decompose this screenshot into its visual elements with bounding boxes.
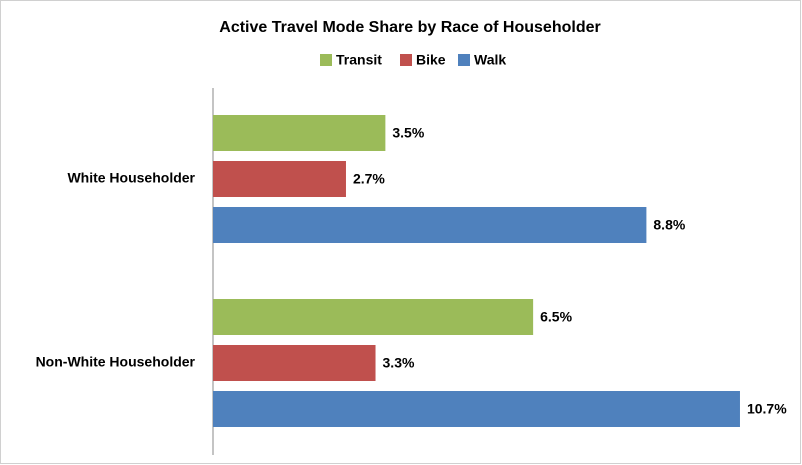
data-label: 6.5% <box>540 309 572 325</box>
legend-label: Walk <box>474 52 506 68</box>
legend-swatch <box>320 54 332 66</box>
legend-swatch <box>400 54 412 66</box>
legend-label: Bike <box>416 52 446 68</box>
bar <box>213 161 346 197</box>
data-label: 3.3% <box>383 355 415 371</box>
data-label: 3.5% <box>392 125 424 141</box>
data-label: 10.7% <box>747 401 787 417</box>
legend-label: Transit <box>336 52 382 68</box>
bar <box>213 115 386 151</box>
category-label: White Householder <box>67 170 195 186</box>
data-label: 2.7% <box>353 171 385 187</box>
chart-title: Active Travel Mode Share by Race of Hous… <box>219 19 600 36</box>
bar <box>213 207 647 243</box>
bar <box>213 345 376 381</box>
bar <box>213 299 534 335</box>
legend-swatch <box>458 54 470 66</box>
bar <box>213 391 740 427</box>
data-label: 8.8% <box>653 217 685 233</box>
category-label: Non-White Householder <box>36 354 196 370</box>
